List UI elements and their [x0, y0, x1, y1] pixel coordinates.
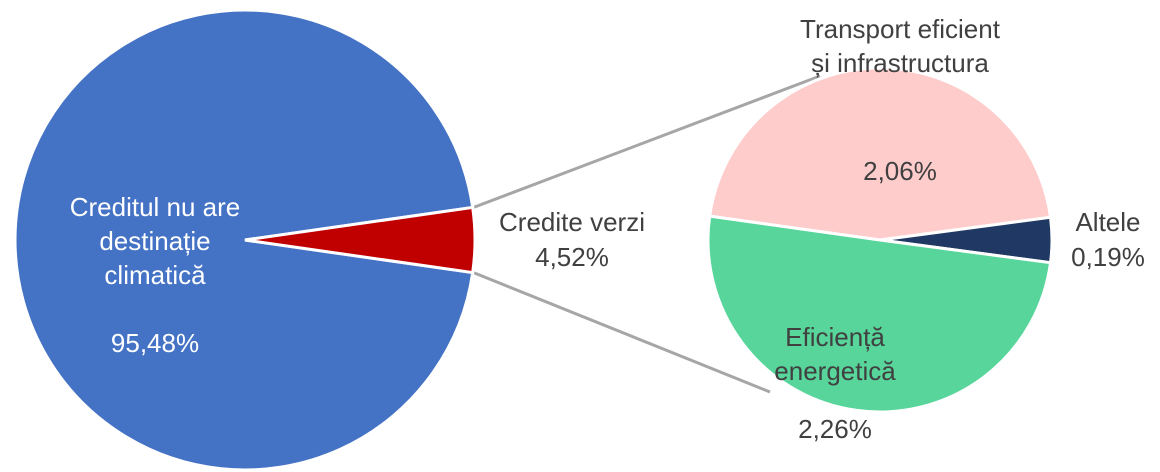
pie-slice — [13, 8, 475, 472]
slice-label: Transport eficient și infrastructura — [800, 14, 1000, 78]
value-label: 95,48% — [110, 328, 200, 358]
slice-label: Eficiență energetică — [774, 322, 896, 386]
slice-label: Creditul nu are destinație climatică — [69, 192, 241, 290]
connector-line — [471, 74, 821, 210]
value-label: 2,06% — [863, 156, 937, 186]
slice-label: Altele — [1075, 207, 1141, 237]
pie-slice — [244, 205, 477, 275]
pie-slice — [706, 214, 1053, 413]
pie-slice — [707, 66, 1053, 242]
slice-label: Credite verzi — [499, 207, 645, 237]
value-label: 2,26% — [798, 414, 872, 444]
value-label: 0,19% — [1071, 242, 1145, 272]
connector-line — [471, 270, 771, 394]
value-label: 4,52% — [535, 242, 609, 272]
